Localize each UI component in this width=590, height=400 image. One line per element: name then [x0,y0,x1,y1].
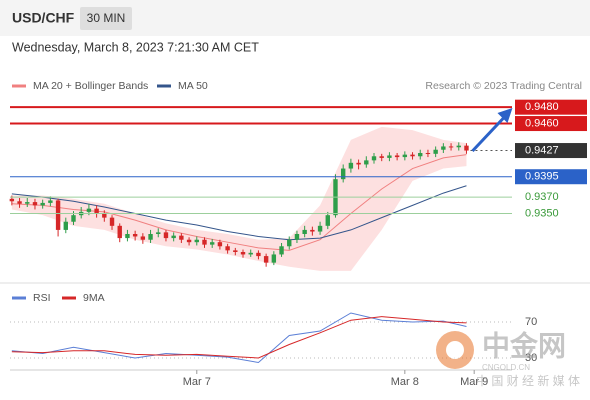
candle-body [287,239,292,247]
candle-body [225,246,230,251]
candle-body [340,168,346,180]
candle-body [317,225,323,232]
candle-body [163,232,169,239]
candle-body [140,236,146,240]
candle-body [371,156,377,161]
candle-body [456,145,461,148]
candle-body [171,235,176,239]
candle-body [209,242,215,245]
timeframe-badge[interactable] [80,7,132,30]
candle-body [102,213,107,218]
watermark-domain: CNGOLD.CN [482,363,530,372]
candle-body [17,201,22,204]
candle-body [310,229,315,232]
x-tick-label: Mar 9 [460,376,488,388]
candle-body [25,202,30,204]
candle-body [179,235,184,240]
bollinger-band [11,126,467,271]
candle-body [348,162,354,169]
candle-body [194,239,199,243]
candle-body [117,225,122,239]
credit: Research © 2023 Trading Central [425,80,582,92]
candle-body [125,234,130,239]
candle-body [148,234,153,240]
candle-body [263,256,269,263]
candle-body [156,232,161,234]
candle-body [202,239,207,245]
watermark: 中金网 CNGOLD.CN 中 国 财 经 新 媒 体 [436,329,580,388]
rsi-line [11,316,467,359]
price-level-label: 0.9480 [525,101,559,113]
candle-body [48,200,53,203]
candle-body [387,155,392,158]
legend-label: MA 20 + Bollinger Bands [33,80,148,92]
candle-body [233,250,238,252]
price-level-label: 0.9460 [525,117,559,129]
watermark-tagline: 中 国 财 经 新 媒 体 [476,373,580,388]
candle-body [441,146,446,150]
legend-label: MA 50 [178,80,208,92]
candle-body [217,242,223,247]
candle-body [364,160,369,165]
price-level-badge [515,116,587,132]
x-tick-label: Mar 7 [183,376,211,388]
symbol: USD/CHF [12,10,75,26]
candle-body [63,221,68,230]
candle-body [55,200,61,230]
candle-body [418,153,423,157]
candle-body [132,234,138,237]
candle-body [86,208,92,212]
candle-body [240,252,246,255]
candle-body [448,146,454,148]
price-level-label: 0.9395 [525,171,559,183]
candle-body [356,162,361,165]
candle-body [325,215,330,226]
y-tick-label: 70 [525,316,537,328]
legend-label: 9MA [83,292,105,304]
candle-body [271,254,277,263]
candle-body [186,239,192,243]
price-level-badge [515,143,587,159]
candle-body [379,156,384,158]
rsi-line [11,312,467,364]
price-level-label: 0.9427 [525,144,559,156]
price-level-label: 0.9370 [525,191,559,203]
candle-body [394,155,400,158]
candle-body [109,217,115,226]
price-level-badge [515,99,587,115]
forecast-arrow [471,115,506,153]
candle-body [32,202,38,206]
timestamp: Wednesday, March 8, 2023 7:21:30 AM CET [12,40,259,54]
candle-body [433,149,438,154]
y-tick-label: 30 [525,352,537,364]
x-tick-label: Mar 8 [391,376,419,388]
forecast-arrowhead [497,108,513,123]
candle-body [71,215,76,222]
candle-body [40,202,45,206]
candle-body [402,154,408,158]
watermark-logo-inner [446,341,464,359]
price-level-badge [515,169,587,185]
candle-body [256,252,261,257]
candle-body [464,145,469,151]
candle-body [302,229,307,234]
candle-body [248,252,253,255]
candle-body [94,208,99,214]
legend-label: RSI [33,292,51,304]
watermark-name: 中金网 [482,329,566,361]
candle-body [425,153,431,154]
candle-body [410,154,415,157]
candle-body [279,246,284,255]
price-level-label: 0.9350 [525,207,559,219]
candle-body [9,198,15,202]
timeframe[interactable]: 30 MIN [87,11,126,25]
candle-body [294,234,300,240]
